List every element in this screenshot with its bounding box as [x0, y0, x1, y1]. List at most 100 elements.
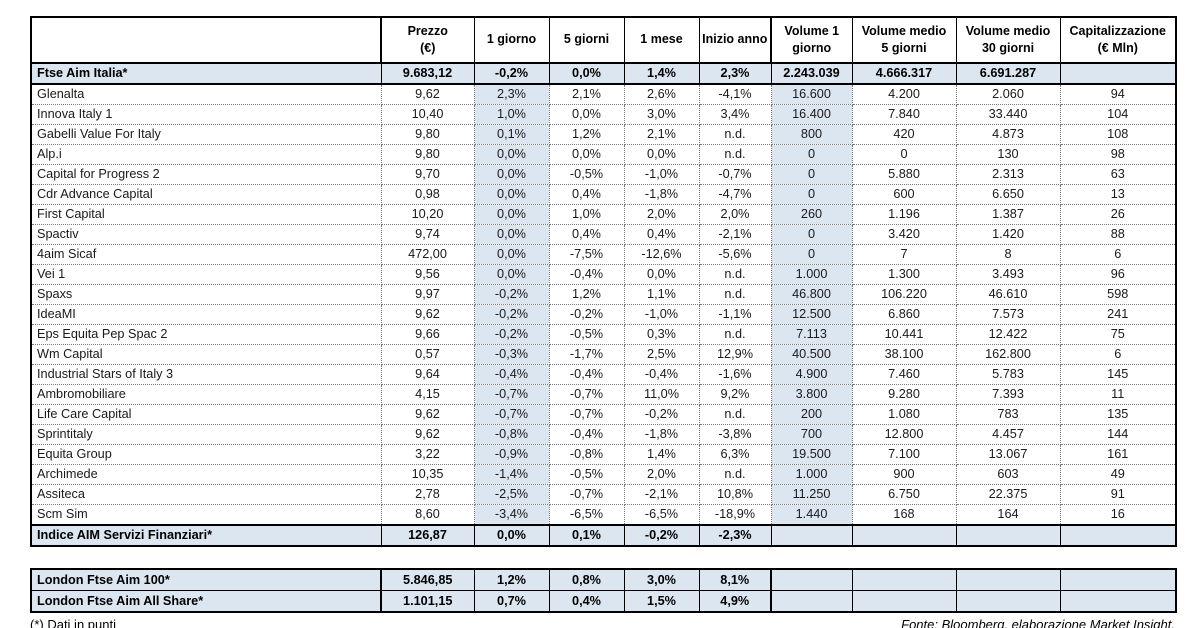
row-name-cell: Innova Italy 1 — [30, 104, 382, 125]
data-cell: -0,7% — [473, 404, 550, 425]
data-cell: 10,20 — [380, 204, 475, 225]
table-row: Spaxs 9,97 -0,2% 1,2% 1,1% n.d. 46.800 106.220 4… — [30, 284, 1177, 305]
table-row: London Ftse Aim All Share* 1.101,15 0,7% 0,… — [30, 590, 1177, 613]
data-cell: 16.600 — [770, 83, 853, 105]
data-cell: 49 — [1059, 464, 1177, 485]
data-cell: 11,0% — [623, 384, 700, 405]
data-cell: 2,78 — [380, 484, 475, 505]
data-cell: -0,5% — [548, 464, 625, 485]
data-cell: 94 — [1059, 83, 1177, 105]
data-cell: 600 — [851, 184, 957, 205]
data-cell: 1,4% — [623, 444, 700, 465]
data-cell: 63 — [1059, 164, 1177, 185]
row-name-cell: Capital for Progress 2 — [30, 164, 382, 185]
data-cell: 75 — [1059, 324, 1177, 345]
data-cell: 2,0% — [698, 204, 772, 225]
data-cell: 1,4% — [623, 62, 700, 85]
data-cell: 9,56 — [380, 264, 475, 285]
data-cell: 145 — [1059, 364, 1177, 385]
data-cell — [1059, 524, 1177, 547]
data-cell: 2,6% — [623, 83, 700, 105]
data-cell: 3,0% — [623, 568, 700, 591]
data-cell: 9.280 — [851, 384, 957, 405]
data-cell: 0,4% — [548, 590, 625, 613]
data-cell: 0,0% — [548, 144, 625, 165]
data-cell: -3,4% — [473, 504, 550, 526]
data-cell: 4,9% — [698, 590, 772, 613]
data-cell: 6.650 — [955, 184, 1061, 205]
data-cell: -2,1% — [623, 484, 700, 505]
data-cell: 7.460 — [851, 364, 957, 385]
data-cell: 0 — [770, 144, 853, 165]
data-cell: -0,2% — [548, 304, 625, 325]
header-inizio-anno: Inizio anno — [698, 16, 772, 64]
data-cell: n.d. — [698, 464, 772, 485]
table-row: Gabelli Value For Italy 9,80 0,1% 1,2% 2,1% n… — [30, 124, 1177, 145]
data-cell: 0,4% — [623, 224, 700, 245]
data-cell: 13.067 — [955, 444, 1061, 465]
data-cell: -0,8% — [548, 444, 625, 465]
row-name-cell: Scm Sim — [30, 504, 382, 526]
data-cell: 19.500 — [770, 444, 853, 465]
data-cell: 9,66 — [380, 324, 475, 345]
data-cell: 3.420 — [851, 224, 957, 245]
row-name-cell: Life Care Capital — [30, 404, 382, 425]
data-cell: 4.900 — [770, 364, 853, 385]
data-cell: -0,2% — [623, 404, 700, 425]
data-cell: 1,2% — [548, 284, 625, 305]
data-cell: 8,1% — [698, 568, 772, 591]
data-cell: -5,6% — [698, 244, 772, 265]
data-cell: 4.457 — [955, 424, 1061, 445]
data-cell: 6,3% — [698, 444, 772, 465]
aim-italia-table: Prezzo (€) 1 giorno 5 giorni 1 mese Iniz… — [30, 16, 1177, 547]
data-cell: 130 — [955, 144, 1061, 165]
data-cell: 91 — [1059, 484, 1177, 505]
data-cell: -0,4% — [548, 264, 625, 285]
data-cell: 2.060 — [955, 83, 1061, 105]
data-cell: 2.313 — [955, 164, 1061, 185]
data-cell: 3.800 — [770, 384, 853, 405]
data-cell: 783 — [955, 404, 1061, 425]
table-row: Equita Group 3,22 -0,9% -0,8% 1,4% 6,3% 19.500… — [30, 444, 1177, 465]
data-cell: -1,0% — [623, 304, 700, 325]
data-cell: 0 — [770, 164, 853, 185]
data-cell: 0,0% — [473, 244, 550, 265]
row-name-cell: Wm Capital — [30, 344, 382, 365]
data-cell: 260 — [770, 204, 853, 225]
data-cell: 1.387 — [955, 204, 1061, 225]
data-cell: 12.800 — [851, 424, 957, 445]
table-row: Ftse Aim Italia* 9.683,12 -0,2% 0,0% 1,4% 2,3… — [30, 62, 1177, 85]
data-cell: -0,2% — [473, 284, 550, 305]
london-table: London Ftse Aim 100* 5.846,85 1,2% 0,8% 3,0%… — [30, 568, 1177, 613]
footnote-row: (*) Dati in punti Fonte: Bloomberg, elab… — [30, 617, 1175, 628]
data-cell: 2,0% — [623, 464, 700, 485]
data-cell: 33.440 — [955, 104, 1061, 125]
data-cell: 0,57 — [380, 344, 475, 365]
data-cell: 6 — [1059, 344, 1177, 365]
data-cell: 241 — [1059, 304, 1177, 325]
data-cell: 7.100 — [851, 444, 957, 465]
data-cell: -0,4% — [548, 424, 625, 445]
header-name-cell — [30, 16, 382, 64]
data-cell — [1059, 568, 1177, 591]
header-capitalizzazione: Capitalizzazione (€ Mln) — [1059, 16, 1177, 64]
footnote-dati-in-punti: (*) Dati in punti — [30, 617, 116, 628]
data-cell — [955, 590, 1061, 613]
data-cell: 6 — [1059, 244, 1177, 265]
data-cell — [851, 524, 957, 547]
row-name-cell: Industrial Stars of Italy 3 — [30, 364, 382, 385]
data-cell: 0,98 — [380, 184, 475, 205]
data-cell: 9.683,12 — [380, 62, 475, 85]
data-cell: 0,8% — [548, 568, 625, 591]
data-cell: 7.573 — [955, 304, 1061, 325]
data-cell: 1.000 — [770, 264, 853, 285]
row-name-cell: Glenalta — [30, 83, 382, 105]
row-name-cell: Archimede — [30, 464, 382, 485]
data-cell: -0,7% — [698, 164, 772, 185]
data-cell: 2,3% — [473, 83, 550, 105]
data-cell: 11 — [1059, 384, 1177, 405]
data-cell: 9,80 — [380, 144, 475, 165]
data-cell: 1,1% — [623, 284, 700, 305]
data-cell: 5.846,85 — [380, 568, 475, 591]
data-cell: 10,35 — [380, 464, 475, 485]
